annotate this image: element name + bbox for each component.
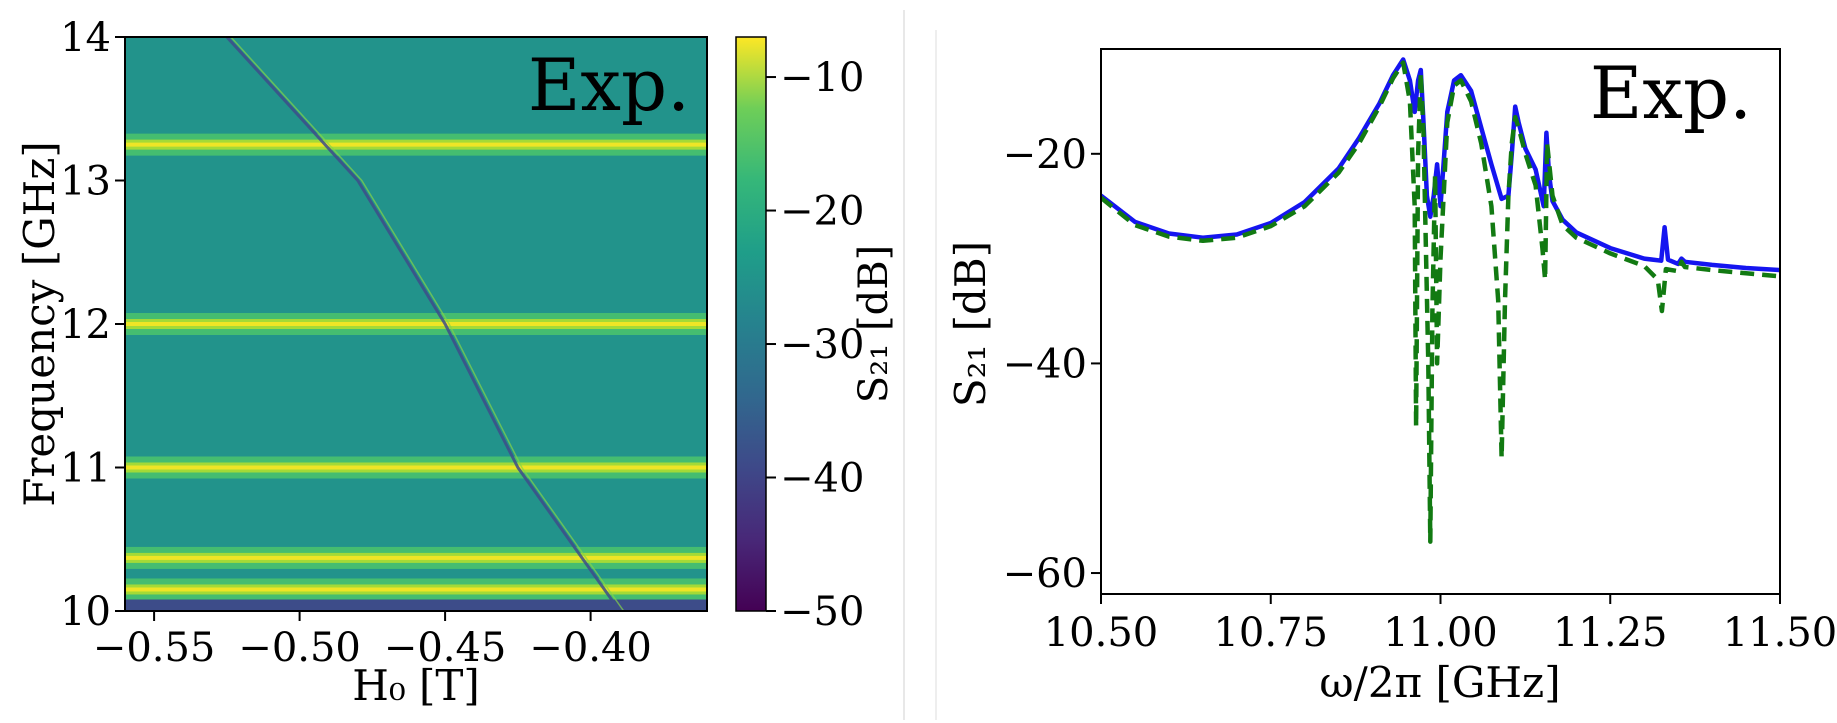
cavity-mode-peak (125, 587, 707, 592)
heatmap-y-tick-label: 13 (60, 159, 111, 205)
fit-curve-dashed (1101, 60, 1780, 544)
colorbar-label: S₂₁ [dB] (851, 245, 897, 403)
colorbar (735, 36, 767, 612)
line-y-tick-label: −20 (1003, 132, 1087, 178)
cavity-mode-peak (125, 322, 707, 326)
heatmap-y-tick-label: 12 (60, 302, 111, 348)
heatmap-panel-tag: Exp. (528, 43, 690, 127)
heatmap-x-tick-label: −0.45 (384, 625, 507, 671)
line-x-tick-label: 10.75 (1213, 610, 1328, 656)
heatmap-panel: −0.55 −0.50 −0.45 −0.40 10 11 12 13 14 Exp. H₀ … (15, 15, 897, 710)
colorbar-tick-label: −30 (780, 322, 864, 368)
colorbar-tick-label: −40 (780, 456, 864, 502)
line-y-axis-title: S₂₁ [dB] (946, 241, 995, 407)
heatmap-y-tick-label: 11 (60, 446, 111, 492)
magnon-dispersion-highlight (230, 37, 625, 611)
line-y-tick-label: −40 (1003, 341, 1087, 387)
line-x-tick-label: 10.50 (1044, 610, 1159, 656)
colorbar-ticks: −10 −20 −30 −40 −50 (766, 55, 864, 635)
heatmap-x-tick-label: −0.55 (93, 625, 216, 671)
heatmap-y-tick-label: 14 (60, 15, 111, 61)
heatmap-plot-area (125, 37, 707, 611)
magnon-dispersion-line (225, 37, 621, 611)
heatmap-x-tick-label: −0.40 (529, 625, 652, 671)
heatmap-low-edge (125, 599, 707, 611)
cavity-mode-peak (125, 555, 707, 560)
heatmap-y-axis-title: Frequency [GHz] (15, 141, 64, 507)
colorbar-tick-label: −50 (780, 589, 864, 635)
cavity-mode-peak (125, 142, 707, 147)
cavity-mode-peak (125, 465, 707, 470)
line-x-tick-label: 11.25 (1553, 610, 1668, 656)
heatmap-x-tick-label: −0.50 (238, 625, 361, 671)
line-x-tick-label: 11.00 (1383, 610, 1498, 656)
line-y-ticks: −20 −40 −60 (1003, 132, 1101, 597)
heatmap-x-axis-title: H₀ [T] (352, 661, 480, 710)
line-panel: 10.50 10.75 11.00 11.25 11.50 −20 −40 −60 Exp.… (946, 48, 1837, 707)
heatmap-y-tick-label: 10 (60, 589, 111, 635)
colorbar-tick-label: −20 (780, 189, 864, 235)
line-panel-tag: Exp. (1590, 51, 1752, 135)
heatmap-x-ticks: −0.55 −0.50 −0.45 −0.40 (93, 611, 652, 671)
line-x-ticks: 10.50 10.75 11.00 11.25 11.50 (1044, 594, 1837, 656)
colorbar-tick-label: −10 (780, 55, 864, 101)
line-x-axis-title: ω/2π [GHz] (1319, 658, 1560, 707)
heatmap-y-ticks: 10 11 12 13 14 (60, 15, 125, 635)
line-y-tick-label: −60 (1003, 551, 1087, 597)
line-x-tick-label: 11.50 (1723, 610, 1837, 656)
